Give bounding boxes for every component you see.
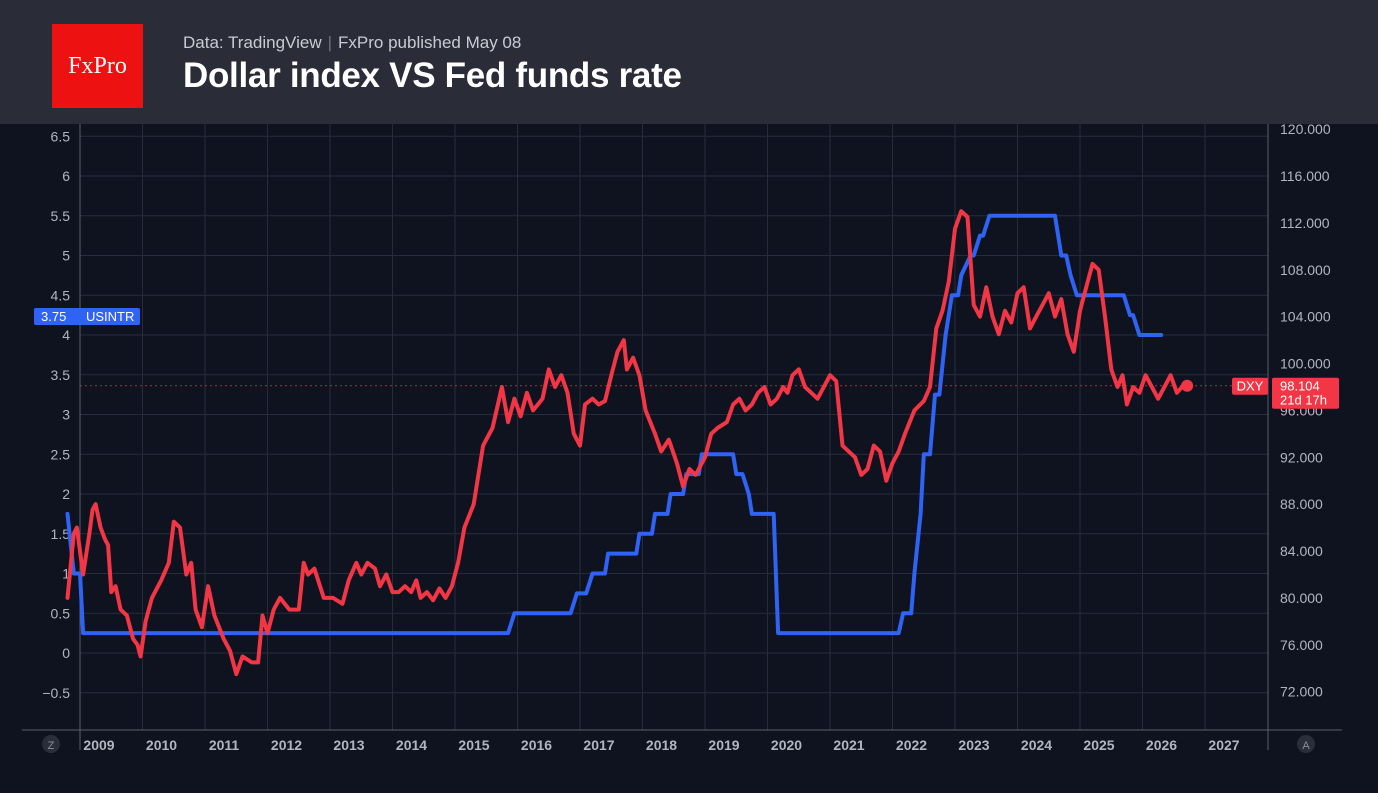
right-tick: 120.000 — [1280, 124, 1331, 137]
left-tick: 5 — [62, 248, 70, 264]
subtitle: Data: TradingView | FxPro published May 08 — [183, 33, 521, 53]
x-tick-2019: 2019 — [708, 737, 739, 753]
left-tick: 2 — [62, 486, 70, 502]
right-tick: 76.000 — [1280, 637, 1323, 653]
x-tick-2022: 2022 — [896, 737, 927, 753]
x-tick-2013: 2013 — [333, 737, 364, 753]
x-tick-2009: 2009 — [83, 737, 114, 753]
x-tick-2016: 2016 — [521, 737, 552, 753]
x-tick-2015: 2015 — [458, 737, 489, 753]
right-tick: 112.000 — [1280, 215, 1330, 231]
right-tick: 84.000 — [1280, 543, 1323, 559]
x-tick-2010: 2010 — [146, 737, 177, 753]
left-tick: 3 — [62, 407, 70, 423]
left-tick: 3.5 — [51, 367, 71, 383]
left-tick: 0.5 — [51, 605, 71, 621]
chart-title: Dollar index VS Fed funds rate — [183, 56, 682, 95]
left-tick: −0.5 — [42, 685, 70, 701]
x-tick-2023: 2023 — [958, 737, 989, 753]
dxy-name: DXY — [1237, 379, 1264, 394]
left-tick: 6.5 — [51, 128, 71, 144]
dxy-countdown: 21d 17h — [1280, 393, 1327, 408]
chart-area: 2009 2010 2011 2012 2013 2014 2015 2016 2017 2018… — [0, 121, 1378, 788]
right-tick: 116.000 — [1280, 168, 1330, 184]
x-tick-2012: 2012 — [271, 737, 302, 753]
dxy-name-label-bg — [1232, 377, 1268, 395]
x-tick-2024: 2024 — [1021, 737, 1052, 753]
left-tick: 2.5 — [51, 446, 71, 462]
dxy-end-dot — [1181, 379, 1194, 392]
left-tick: 1 — [62, 566, 70, 582]
left-tick: 4.5 — [51, 287, 71, 303]
x-tick-2027: 2027 — [1208, 737, 1239, 753]
usintr-price-label-bg — [34, 308, 140, 325]
right-tick: 100.000 — [1280, 356, 1331, 372]
zoom-button-label: Z — [48, 740, 55, 752]
left-tick: 0 — [62, 645, 70, 661]
right-tick: 104.000 — [1280, 309, 1331, 325]
fxpro-logo: FxPro — [52, 24, 143, 108]
usintr-value: 3.75 — [41, 309, 66, 324]
auto-scale-button[interactable] — [1297, 735, 1315, 753]
left-tick: 5.5 — [51, 208, 71, 224]
usintr-line — [65, 213, 1164, 636]
left-tick: 1.5 — [51, 526, 71, 542]
zoom-button[interactable] — [42, 735, 60, 753]
left-tick: 6 — [62, 168, 70, 184]
right-tick: 108.000 — [1280, 262, 1331, 278]
x-tick-2011: 2011 — [209, 737, 240, 753]
right-tick: 72.000 — [1280, 684, 1323, 700]
separator: | — [327, 33, 333, 52]
x-tick-2018: 2018 — [646, 737, 677, 753]
usintr-name: USINTR — [86, 309, 134, 324]
data-source: Data: TradingView — [183, 33, 322, 52]
dxy-price-label-bg — [1272, 377, 1339, 409]
chart-svg: 2009 2010 2011 2012 2013 2014 2015 2016 2017 2018… — [0, 121, 1378, 788]
x-tick-2014: 2014 — [396, 737, 427, 753]
left-tick: 4 — [62, 327, 70, 343]
right-tick: 80.000 — [1280, 590, 1323, 606]
auto-scale-button-label: A — [1302, 740, 1310, 752]
x-tick-2025: 2025 — [1083, 737, 1114, 753]
right-tick: 92.000 — [1280, 449, 1323, 465]
published-date: FxPro published May 08 — [338, 33, 522, 52]
header: FxPro Data: TradingView | FxPro published … — [0, 0, 1378, 124]
dxy-line — [65, 209, 1186, 677]
x-tick-2021: 2021 — [833, 737, 864, 753]
x-tick-2026: 2026 — [1146, 737, 1177, 753]
x-tick-2017: 2017 — [583, 737, 614, 753]
x-tick-2020: 2020 — [771, 737, 802, 753]
right-tick: 88.000 — [1280, 496, 1323, 512]
dxy-value: 98.104 — [1280, 379, 1320, 394]
